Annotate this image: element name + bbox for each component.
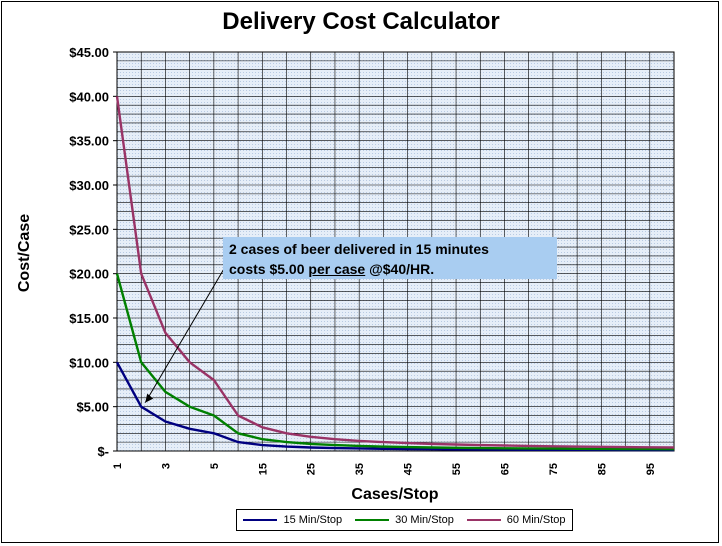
legend-label-15min: 15 Min/Stop (283, 514, 343, 526)
annotation-arrowhead (145, 393, 154, 403)
x-tick-label: 65 (499, 463, 511, 475)
x-tick-label: 25 (306, 463, 318, 475)
legend-swatch-15min (243, 519, 278, 521)
annotation-arrow (144, 261, 229, 403)
annotation-line-1: 2 cases of beer delivered in 15 minutes (229, 241, 489, 257)
y-tick-label: $35.00 (69, 134, 109, 149)
x-tick-label: 45 (403, 463, 415, 475)
annotation-suffix: @$40/HR. (365, 261, 435, 277)
x-tick-label: 75 (548, 463, 560, 475)
x-tick-label: 1 (112, 463, 124, 469)
y-tick-label: $30.00 (69, 178, 109, 193)
x-tick-label: 5 (209, 463, 221, 469)
series-line-60-min-stop (115, 96, 675, 449)
legend-label-60min: 60 Min/Stop (506, 514, 566, 526)
legend-label-30min: 30 Min/Stop (395, 514, 454, 526)
x-tick-label: 85 (596, 463, 608, 475)
y-tick-label: $45.00 (69, 45, 109, 60)
y-tick-label: $10.00 (69, 355, 109, 370)
x-tick-label: 15 (257, 463, 269, 475)
legend-item-15min: 15 Min/Stop (243, 514, 342, 526)
y-tick-label: $- (97, 444, 109, 459)
x-tick-label: 35 (354, 463, 366, 475)
y-tick-label: $5.00 (76, 400, 109, 415)
legend-swatch-30min (355, 519, 390, 521)
x-tick-label: 55 (451, 463, 463, 475)
legend-item-30min: 30 Min/Stop (355, 514, 454, 526)
annotation-underlined: per case (308, 261, 366, 277)
x-tick-label: 95 (645, 463, 657, 475)
legend-item-60min: 60 Min/Stop (466, 514, 566, 526)
y-tick-label: $20.00 (69, 267, 109, 282)
legend: 15 Min/Stop 30 Min/Stop 60 Min/Stop (236, 509, 573, 531)
legend-swatch-60min (466, 519, 501, 521)
annotation-line-2: costs $5.00 per case @$40/HR. (229, 259, 551, 279)
x-tick-label: 3 (160, 463, 172, 469)
y-tick-label: $40.00 (69, 89, 109, 104)
annotation-callout: 2 cases of beer delivered in 15 minutes … (223, 237, 557, 279)
chart-title: Delivery Cost Calculator (222, 8, 500, 35)
annotation-prefix: costs $5.00 (229, 261, 309, 277)
y-tick-label: $15.00 (69, 311, 109, 326)
y-tick-label: $25.00 (69, 222, 109, 237)
x-axis-label: Cases/Stop (351, 486, 439, 503)
series-line-30-min-stop (115, 273, 675, 451)
